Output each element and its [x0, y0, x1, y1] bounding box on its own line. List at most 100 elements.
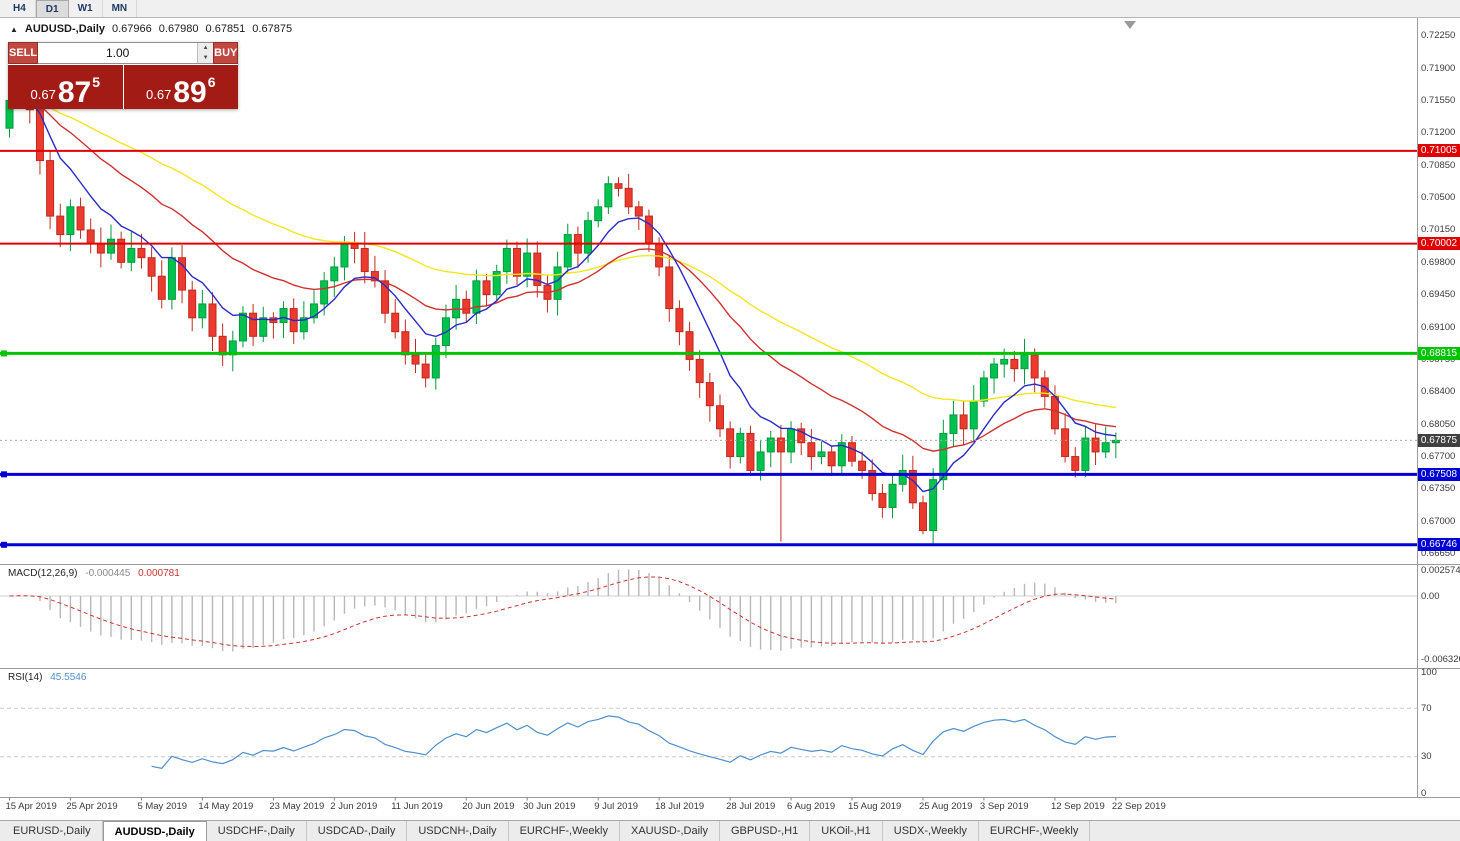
- candle-body: [797, 428, 806, 444]
- candle-body: [979, 377, 988, 402]
- candle-body: [370, 271, 379, 282]
- candle-body: [66, 206, 75, 236]
- volume-up-icon[interactable]: ▲: [198, 43, 214, 53]
- candle-body: [198, 303, 207, 319]
- candle-body: [462, 298, 471, 314]
- candle-body: [137, 247, 146, 259]
- candle-body: [1091, 437, 1100, 453]
- candle-body: [634, 206, 643, 217]
- chart-tab-eurusd-daily[interactable]: EURUSD-,Daily: [2, 821, 103, 841]
- buy-price-prefix: 0.67: [146, 87, 172, 102]
- candle-body: [310, 303, 318, 319]
- candle-body: [1071, 456, 1080, 471]
- chart-tab-ukoil-h1[interactable]: UKOil-,H1: [810, 821, 883, 841]
- candle-body: [705, 382, 714, 407]
- candle-body: [604, 183, 613, 208]
- timeframe-button-mn[interactable]: MN: [103, 0, 138, 17]
- one-click-trading-panel: SELL ▲ ▼ BUY 0.67 87 5 0.67 89 6: [8, 42, 239, 109]
- rsi-value: 45.5546: [50, 672, 87, 683]
- candle-body: [959, 414, 968, 430]
- candle-body: [299, 317, 308, 333]
- chart-tab-usdchf-daily[interactable]: USDCHF-,Daily: [207, 821, 307, 841]
- chart-symbol-label: AUDUSD-,Daily: [24, 23, 105, 35]
- chart-tab-eurchf-weekly[interactable]: EURCHF-,Weekly: [979, 821, 1091, 841]
- volume-box: ▲ ▼: [38, 42, 214, 64]
- candle-body: [411, 354, 420, 365]
- candle-body: [401, 331, 410, 356]
- macd-name: MACD(12,26,9): [8, 568, 78, 579]
- macd-main-value: -0.000445: [85, 568, 131, 579]
- candle-body: [492, 271, 501, 296]
- candle-body: [330, 266, 339, 282]
- buy-price-button[interactable]: 0.67 89 6: [123, 65, 238, 109]
- sell-button[interactable]: SELL: [8, 42, 39, 64]
- candle-body: [523, 252, 532, 277]
- candle-body: [766, 437, 775, 453]
- candle-body: [898, 469, 907, 485]
- candle-body: [807, 442, 816, 458]
- candle-body: [340, 243, 349, 268]
- candle-body: [888, 483, 897, 508]
- chart-tab-audusd-daily[interactable]: AUDUSD-,Daily: [102, 821, 207, 841]
- volume-input[interactable]: [38, 43, 198, 63]
- timeframe-button-h4[interactable]: H4: [4, 0, 36, 17]
- candle-body: [756, 451, 765, 471]
- candle-body: [908, 469, 917, 504]
- candle-body: [584, 220, 593, 254]
- level-line-handle[interactable]: [1, 471, 7, 478]
- candle-body: [776, 437, 785, 453]
- candle-body: [837, 442, 846, 467]
- candle-body: [624, 187, 633, 208]
- candle-body: [238, 312, 247, 342]
- chart-tab-eurchf-weekly[interactable]: EURCHF-,Weekly: [509, 821, 620, 841]
- chart-tab-usdcad-daily[interactable]: USDCAD-,Daily: [307, 821, 408, 841]
- ohlc-high: 0.67980: [158, 23, 199, 35]
- candle-body: [167, 257, 176, 300]
- candle-body: [482, 280, 491, 296]
- chart-tab-usdcnh-daily[interactable]: USDCNH-,Daily: [407, 821, 509, 841]
- candle-body: [391, 312, 400, 333]
- candle-body: [533, 252, 542, 286]
- chart-shift-marker-icon[interactable]: [1124, 21, 1136, 29]
- rsi-name: RSI(14): [8, 672, 43, 683]
- timeframe-button-w1[interactable]: W1: [69, 0, 103, 17]
- candle-body: [1081, 437, 1090, 471]
- candle-body: [178, 257, 187, 291]
- timeframe-button-d1[interactable]: D1: [35, 0, 69, 17]
- candle-body: [279, 308, 288, 323]
- candle-body: [990, 363, 999, 379]
- candle-body: [472, 280, 481, 314]
- candle-body: [969, 400, 978, 430]
- candle-body: [817, 451, 826, 458]
- candle-body: [553, 266, 562, 300]
- buy-button[interactable]: BUY: [213, 42, 239, 64]
- candle-body: [1061, 428, 1070, 458]
- level-line-handle[interactable]: [1, 350, 7, 357]
- candle-body: [594, 206, 603, 222]
- candle-body: [685, 331, 694, 360]
- rsi-line: [151, 715, 1116, 769]
- candle-body: [96, 243, 105, 254]
- level-line-handle[interactable]: [1, 541, 7, 548]
- candle-body: [157, 275, 166, 300]
- chart-tab-gbpusd-h1[interactable]: GBPUSD-,H1: [720, 821, 811, 841]
- macd-signal-value: 0.000781: [138, 568, 180, 579]
- candle-body: [847, 442, 856, 462]
- sell-price-button[interactable]: 0.67 87 5: [8, 65, 123, 109]
- ohlc-low: 0.67851: [205, 23, 246, 35]
- candle-body: [1010, 358, 1019, 370]
- volume-down-icon[interactable]: ▼: [198, 53, 214, 63]
- timeframe-toolbar: H4 D1 W1 MN: [0, 0, 1460, 18]
- candle-body: [665, 266, 674, 310]
- chart-title: ▲ AUDUSD-,Daily 0.67966 0.67980 0.67851 …: [10, 23, 292, 35]
- volume-spinner: ▲ ▼: [197, 43, 214, 63]
- candle-body: [1020, 354, 1029, 370]
- chart-tab-usdx-weekly[interactable]: USDX-,Weekly: [883, 821, 979, 841]
- sell-price-prefix: 0.67: [30, 87, 56, 102]
- chart-tab-xauusd-daily[interactable]: XAUUSD-,Daily: [620, 821, 720, 841]
- one-click-collapse-icon[interactable]: ▲: [10, 24, 18, 34]
- candle-body: [35, 109, 44, 162]
- sell-price-sup: 5: [92, 74, 100, 90]
